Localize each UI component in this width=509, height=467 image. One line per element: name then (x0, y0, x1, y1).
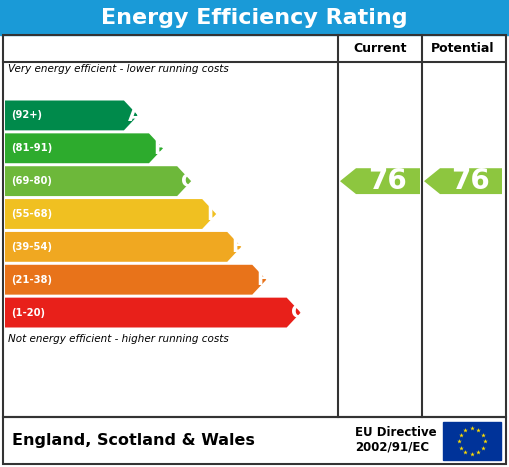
Text: Potential: Potential (431, 42, 495, 55)
Bar (0, 417, 509, 467)
Text: (21-38): (21-38) (11, 275, 52, 285)
Polygon shape (340, 168, 420, 194)
Bar (3, 417, 506, 464)
Text: (39-54): (39-54) (11, 242, 52, 252)
Polygon shape (5, 100, 138, 130)
Polygon shape (5, 297, 301, 327)
Text: 76: 76 (369, 167, 407, 195)
Text: F: F (256, 270, 270, 289)
Text: B: B (153, 139, 168, 158)
Text: (92+): (92+) (11, 110, 42, 120)
Polygon shape (424, 168, 502, 194)
Polygon shape (5, 265, 266, 295)
Polygon shape (5, 166, 191, 196)
Text: A: A (128, 106, 143, 125)
Text: D: D (206, 205, 222, 224)
Text: E: E (231, 237, 244, 256)
Text: (1-20): (1-20) (11, 308, 45, 318)
Polygon shape (5, 134, 163, 163)
Polygon shape (5, 232, 241, 262)
Text: (81-91): (81-91) (11, 143, 52, 153)
Text: Current: Current (353, 42, 407, 55)
Text: Very energy efficient - lower running costs: Very energy efficient - lower running co… (8, 64, 229, 74)
Text: (55-68): (55-68) (11, 209, 52, 219)
Polygon shape (5, 199, 216, 229)
Text: EU Directive: EU Directive (355, 426, 437, 439)
Text: 76: 76 (451, 167, 490, 195)
Text: England, Scotland & Wales: England, Scotland & Wales (12, 433, 255, 448)
Text: (69-80): (69-80) (11, 176, 52, 186)
Text: C: C (181, 172, 195, 191)
Text: G: G (291, 303, 307, 322)
Text: Energy Efficiency Rating: Energy Efficiency Rating (101, 8, 407, 28)
Bar (443, 422, 501, 460)
Text: 2002/91/EC: 2002/91/EC (355, 440, 429, 453)
Text: Not energy efficient - higher running costs: Not energy efficient - higher running co… (8, 334, 229, 344)
Bar (3, 35, 506, 417)
Bar (0, 0, 509, 35)
